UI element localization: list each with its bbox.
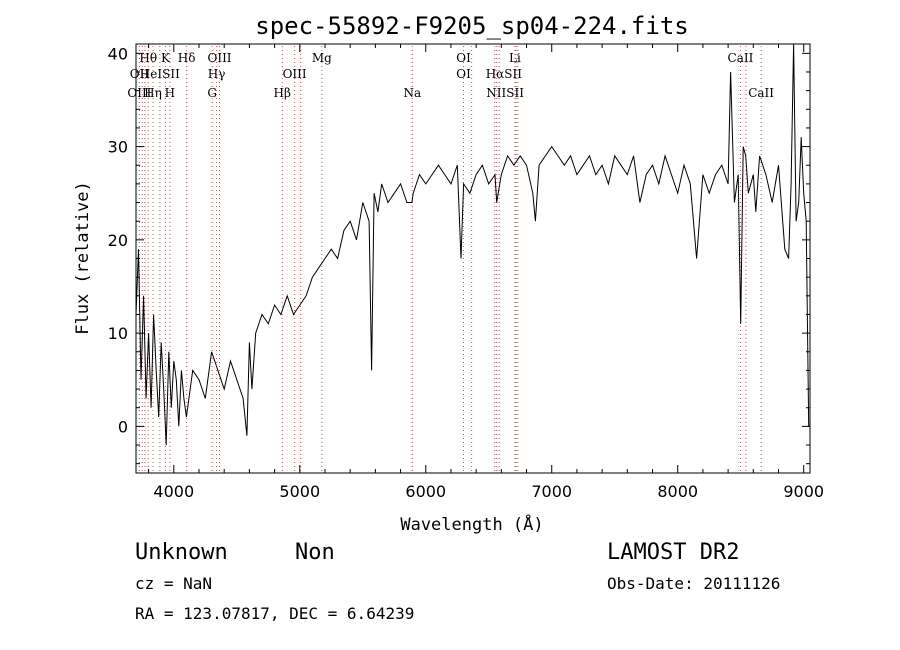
line-label: Na <box>403 86 421 100</box>
line-label: Hβ <box>274 86 291 100</box>
line-label: OI <box>456 67 471 81</box>
line-label: OIII <box>283 67 307 81</box>
line-label: Hθ <box>139 51 157 65</box>
line-label: K <box>161 51 171 65</box>
y-tick-label: 0 <box>118 417 128 436</box>
spectral-line-markers <box>138 46 762 471</box>
line-label: Hδ <box>178 51 196 65</box>
x-axis-label: Wavelength (Å) <box>400 513 543 535</box>
x-tick-label: 5000 <box>279 482 320 501</box>
survey-label: LAMOST DR2 <box>607 540 740 565</box>
x-tick-label: 4000 <box>153 482 194 501</box>
line-label: OII <box>130 67 150 81</box>
line-label: Mg <box>312 51 332 65</box>
y-tick-label: 30 <box>108 138 128 157</box>
subclass-label: Non <box>295 540 335 565</box>
x-axis: 4000 5000 6000 7000 8000 9000 <box>148 44 824 501</box>
y-tick-label: 10 <box>108 324 128 343</box>
y-tick-label: 40 <box>108 44 128 63</box>
x-tick-label: 7000 <box>531 482 572 501</box>
line-label: CaII <box>728 51 754 65</box>
class-label: Unknown <box>135 540 228 565</box>
line-label: OIII <box>127 86 151 100</box>
x-tick-label: 8000 <box>657 482 698 501</box>
spectral-line-labels: Hθ OII OIII K HeISII Hη H Hδ OIII Hγ G Mg OIII Hβ Na OI… <box>127 51 774 100</box>
line-label: H <box>165 86 175 100</box>
y-tick-label: 20 <box>108 231 128 250</box>
line-label: Hη <box>144 86 162 100</box>
line-label: CaII <box>748 86 774 100</box>
line-label: HeISII <box>140 67 180 81</box>
line-label: OIII <box>207 51 231 65</box>
line-label: G <box>207 86 217 100</box>
x-tick-label: 9000 <box>783 482 824 501</box>
redshift-label: cz = NaN <box>135 574 213 593</box>
plot-frame <box>135 43 811 474</box>
line-label: NIISII <box>486 86 524 100</box>
obs-date-label: Obs-Date: 20111126 <box>607 574 781 593</box>
spectrum-line <box>135 43 810 446</box>
x-tick-label: 6000 <box>405 482 446 501</box>
line-label: OI <box>456 51 471 65</box>
line-label: Hγ <box>208 67 226 81</box>
line-label: HαSII <box>486 67 523 81</box>
coordinates-label: RA = 123.07817, DEC = 6.64239 <box>135 604 415 623</box>
y-axis: 0 10 20 30 40 <box>108 44 810 465</box>
line-label: Li <box>509 51 521 65</box>
chart-title: spec-55892-F9205_sp04-224.fits <box>255 12 688 40</box>
y-axis-label: Flux (relative) <box>73 181 93 335</box>
